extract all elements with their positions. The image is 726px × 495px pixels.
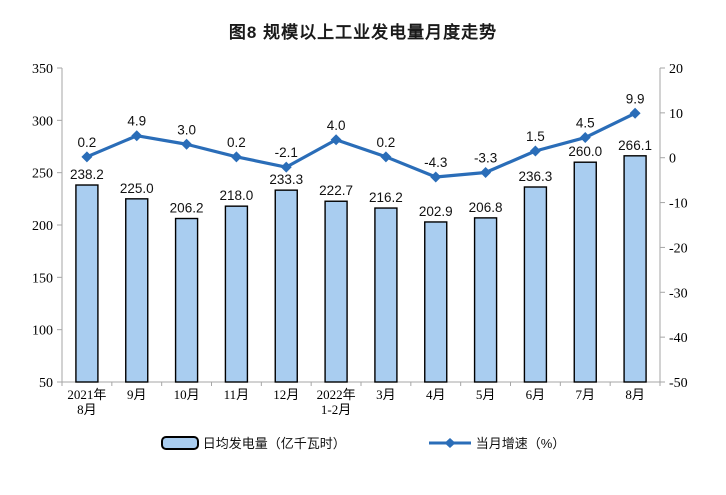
line-marker-10 [579, 132, 591, 144]
bar-value-label: 206.2 [170, 201, 204, 216]
left-axis-tick-label: 250 [32, 167, 53, 182]
line-marker-6 [380, 151, 392, 163]
bar-0 [75, 184, 99, 383]
x-axis-label: 10月 [174, 387, 200, 402]
bar-5 [324, 200, 348, 383]
bar-8 [473, 217, 498, 383]
bar-value-label: 260.0 [568, 144, 602, 159]
bar-value-label: 206.8 [469, 200, 503, 215]
bar-value-label: 238.2 [70, 167, 104, 182]
bar-10 [573, 161, 597, 383]
line-value-label: -4.3 [424, 155, 447, 170]
line-marker-1 [131, 130, 143, 142]
bar-value-label: 266.1 [618, 138, 652, 153]
right-axis-tick-label: -20 [669, 241, 688, 256]
line-marker-2 [181, 138, 193, 150]
legend-item-line-series: 当月增速（%） [428, 433, 566, 452]
line-value-label: 3.0 [177, 122, 196, 137]
left-axis-tick-label: 350 [32, 62, 53, 77]
bar-3 [224, 205, 249, 383]
line-value-label: -3.3 [474, 151, 497, 166]
bar-4 [274, 189, 298, 383]
line-series-swatch-icon [428, 437, 471, 448]
right-axis-tick-label: 20 [669, 62, 683, 77]
right-axis-tick-label: -30 [669, 286, 688, 301]
x-axis-label: 4月 [426, 387, 446, 402]
line-marker-0 [81, 151, 93, 163]
x-axis-label: 8月 [625, 387, 645, 402]
line-marker-4 [280, 161, 292, 173]
line-marker-3 [230, 151, 242, 163]
line-series-label: 当月增速（%） [475, 436, 566, 451]
chart-legend: 日均发电量（亿千瓦时） 当月增速（%） [0, 433, 726, 452]
x-axis-label: 7月 [575, 387, 595, 402]
bar-value-label: 233.3 [269, 172, 303, 187]
right-axis-tick-label: -10 [669, 197, 688, 212]
right-axis-tick-label: 0 [669, 152, 676, 167]
line-value-label: -2.1 [275, 145, 298, 160]
legend-item-bar-series: 日均发电量（亿千瓦时） [160, 433, 346, 452]
x-axis-label: 1-2月 [321, 402, 351, 417]
x-axis-label: 12月 [273, 387, 299, 402]
bar-value-label: 218.0 [220, 188, 254, 203]
bar-9 [523, 186, 548, 383]
bar-value-label: 222.7 [319, 183, 353, 198]
x-axis-label: 8月 [77, 402, 97, 417]
line-marker-5 [330, 134, 342, 146]
left-axis-tick-label: 300 [32, 114, 53, 129]
chart-title: 图8 规模以上工业发电量月度走势 [228, 23, 498, 42]
growth-line [86, 111, 636, 179]
line-marker-7 [430, 171, 442, 183]
line-marker-11 [629, 107, 641, 119]
x-axis-label: 5月 [476, 387, 496, 402]
bar-series-swatch-icon [160, 435, 199, 450]
line-value-label: 1.5 [526, 129, 545, 144]
x-axis-label: 2021年 [67, 387, 106, 402]
bar-11 [623, 155, 647, 383]
bar-value-label: 216.2 [369, 190, 403, 205]
x-axis-label: 6月 [526, 387, 546, 402]
line-value-label: 0.2 [78, 135, 97, 150]
bar-2 [174, 217, 199, 383]
left-axis-tick-label: 200 [32, 219, 53, 234]
left-axis-tick-label: 50 [39, 376, 53, 391]
bar-6 [374, 207, 398, 383]
line-value-label: 4.0 [327, 118, 346, 133]
line-marker-9 [529, 145, 541, 157]
right-axis-tick-label: 10 [669, 107, 683, 122]
left-axis-tick-label: 150 [32, 271, 53, 286]
bar-value-label: 202.9 [419, 204, 453, 219]
x-axis-label: 9月 [127, 387, 147, 402]
x-axis-label: 3月 [376, 387, 396, 402]
x-axis-label: 2022年 [317, 387, 356, 402]
right-axis-tick-label: -50 [669, 376, 688, 391]
line-value-label: 9.9 [626, 91, 645, 106]
bar-7 [424, 221, 448, 383]
line-value-label: 0.2 [377, 135, 396, 150]
bar-value-label: 225.0 [120, 181, 154, 196]
line-value-label: 4.9 [127, 114, 146, 129]
right-axis-tick-label: -40 [669, 331, 688, 346]
bar-value-label: 236.3 [519, 169, 553, 184]
bar-1 [125, 198, 149, 383]
left-axis-tick-label: 100 [32, 324, 53, 339]
x-axis-label: 11月 [224, 387, 250, 402]
line-value-label: 4.5 [576, 116, 595, 131]
line-value-label: 0.2 [227, 135, 246, 150]
bar-series-label: 日均发电量（亿千瓦时） [202, 436, 346, 451]
line-marker-8 [480, 167, 492, 179]
